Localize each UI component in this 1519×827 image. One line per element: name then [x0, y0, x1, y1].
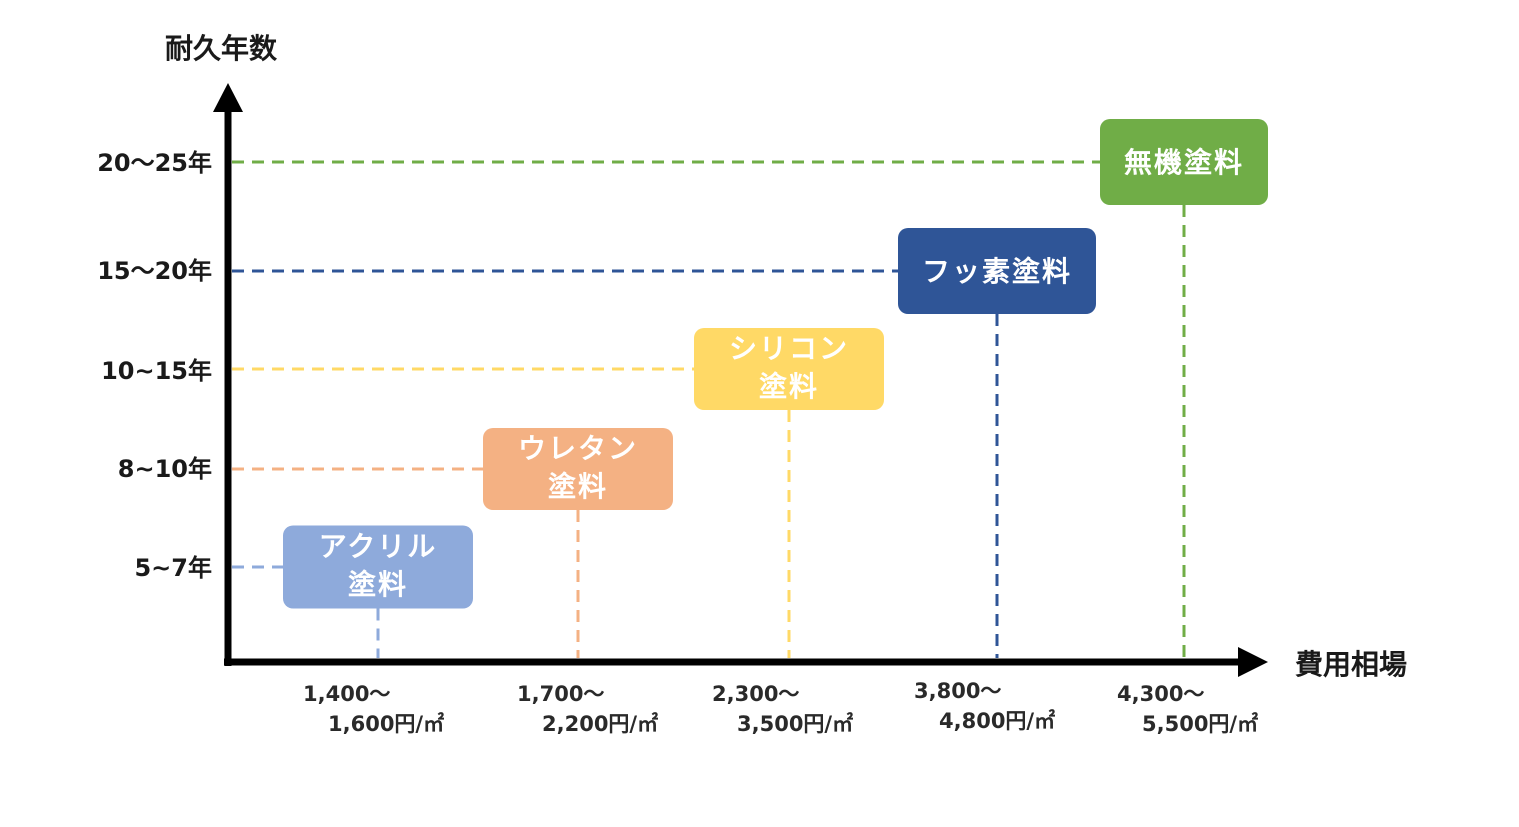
y-tick-label: 8~10年 — [118, 455, 212, 483]
x-tick-label: 1,600円/㎡ — [328, 712, 444, 736]
x-tick-label: 5,500円/㎡ — [1142, 712, 1258, 736]
data-point-label: アクリル — [319, 530, 438, 563]
y-tick-label: 20〜25年 — [97, 149, 212, 177]
x-tick-label: 3,500円/㎡ — [737, 712, 853, 736]
y-tick-label: 10~15年 — [101, 357, 212, 385]
x-tick-label: 1,700〜 — [517, 682, 604, 706]
x-tick-label: 3,800〜 — [914, 679, 1001, 703]
x-tick-label: 4,300〜 — [1117, 682, 1204, 706]
data-point-label: 塗料 — [548, 470, 608, 503]
y-tick-label: 5~7年 — [134, 554, 212, 582]
x-tick-label: 2,200円/㎡ — [542, 712, 658, 736]
x-axis-arrowhead — [1238, 647, 1268, 677]
data-point-label: 無機塗料 — [1124, 146, 1244, 179]
data-point-label: ウレタン — [518, 432, 638, 465]
x-tick-label: 1,400〜 — [303, 682, 390, 706]
data-point-label: 塗料 — [348, 568, 408, 601]
data-point-box — [898, 228, 1096, 314]
data-point-box — [483, 428, 673, 510]
data-point-box — [694, 328, 884, 410]
x-tick-label: 4,800円/㎡ — [939, 709, 1055, 733]
y-tick-label: 15〜20年 — [97, 257, 212, 285]
data-point-box — [1100, 119, 1268, 205]
x-axis-title: 費用相場 — [1295, 648, 1407, 681]
y-axis-arrowhead — [213, 83, 243, 112]
data-point-label: 塗料 — [759, 370, 819, 403]
y-axis-title: 耐久年数 — [165, 32, 278, 65]
data-point-label: シリコン — [729, 332, 849, 365]
data-point-label: フッ素塗料 — [922, 255, 1072, 288]
x-tick-label: 2,300〜 — [712, 682, 799, 706]
data-point-box — [283, 525, 473, 609]
